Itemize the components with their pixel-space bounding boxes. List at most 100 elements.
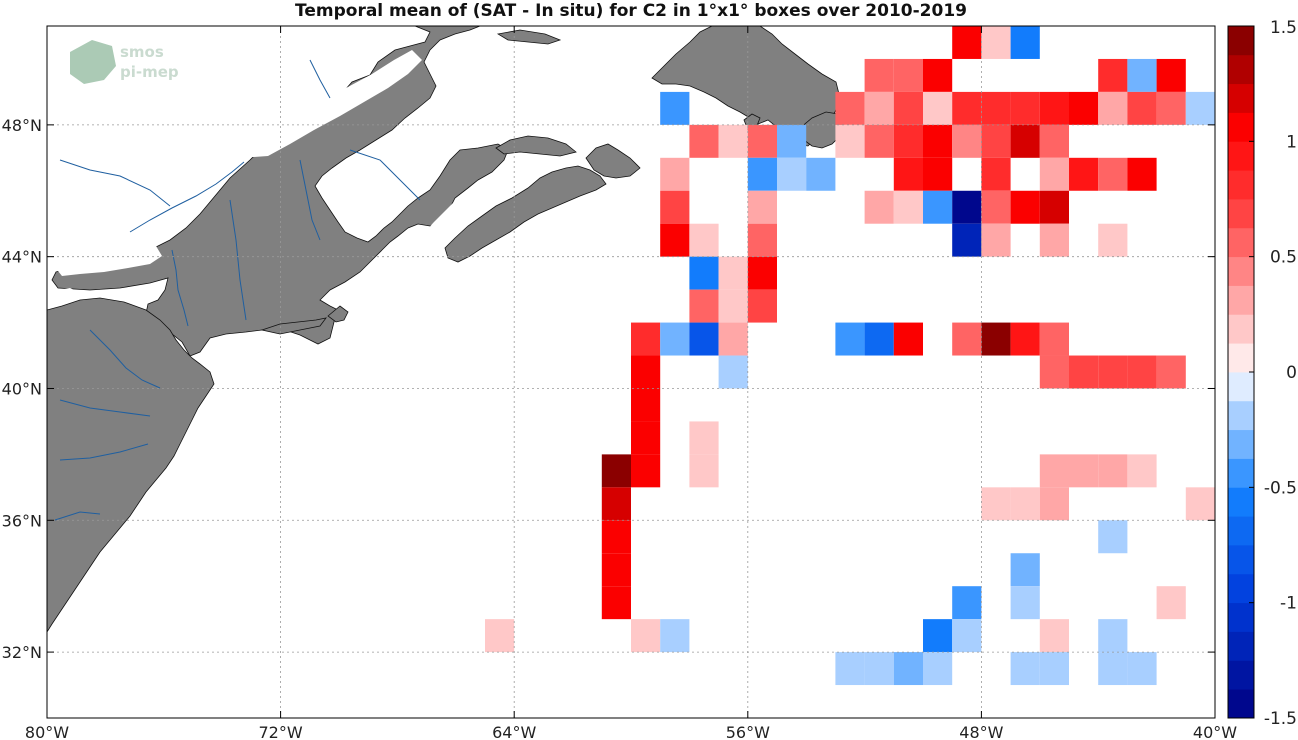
anomaly-cell (718, 322, 748, 356)
colorbar-swatch (1228, 54, 1254, 85)
anomaly-cell (747, 190, 777, 224)
anomaly-cell (718, 355, 748, 389)
susquehanna-river (89, 329, 161, 389)
cape-cod (327, 305, 349, 323)
cape-breton (585, 143, 641, 179)
lon-tick-label: 72°W (259, 723, 303, 740)
st-lawrence-river (129, 161, 245, 233)
anomaly-cell (864, 190, 894, 224)
anomaly-cell (601, 520, 631, 554)
anomaly-cell (1010, 26, 1040, 59)
anomaly-cell (631, 322, 661, 356)
colorbar-label: -1.5 (1264, 709, 1297, 729)
anomaly-cell (1127, 355, 1157, 389)
lon-tick-label: 80°W (25, 723, 69, 740)
colorbar-swatch (1228, 631, 1254, 661)
anomaly-cell (835, 124, 865, 158)
logo-line2: pi-mep (120, 63, 179, 81)
lat-tick-label: 36°N (2, 511, 42, 530)
anomaly-cell (981, 223, 1011, 257)
anomaly-cell (660, 619, 690, 653)
anomaly-cell (1039, 454, 1069, 488)
anomaly-cell (1039, 124, 1069, 158)
anomaly-cell (923, 190, 953, 224)
anomaly-cell (981, 190, 1011, 224)
anomaly-cell (1098, 223, 1128, 257)
map-frame (46, 25, 1216, 719)
anomaly-cell (1010, 322, 1040, 356)
anomaly-cell (1185, 487, 1215, 521)
colorbar-swatch (1228, 227, 1254, 258)
prince-edward-island (495, 135, 577, 157)
anomaly-cell (1039, 91, 1069, 125)
anomaly-cell (747, 223, 777, 257)
anomaly-cell (952, 619, 982, 653)
anomaly-cell (1098, 520, 1128, 554)
anomaly-cell (923, 124, 953, 158)
anomaly-cell (631, 388, 661, 422)
anomaly-cell (893, 322, 923, 356)
anomaly-cell (1069, 157, 1099, 191)
anomaly-cell (747, 124, 777, 158)
lat-tick-label: 40°N (2, 379, 42, 398)
colorbar-swatch (1228, 660, 1254, 690)
anomaly-cell (1010, 124, 1040, 158)
ottawa-river (59, 159, 171, 207)
colorbar-label: -1 (1280, 594, 1297, 614)
anomaly-cell (952, 223, 982, 257)
anomaly-cell (1069, 355, 1099, 389)
rivers (54, 59, 421, 521)
colorbar-label: -0.5 (1264, 478, 1297, 498)
saguenay-river (309, 59, 331, 99)
anomaly-cell (864, 322, 894, 356)
saint-john-river (349, 149, 421, 201)
anomaly-cell (689, 256, 719, 290)
land-masses (47, 26, 845, 357)
anomaly-cell (660, 190, 690, 224)
lat-tick-label: 48°N (2, 116, 42, 135)
colorbar-swatch (1228, 256, 1254, 286)
roanoke-river (54, 511, 101, 521)
anomaly-cell (689, 322, 719, 356)
colorbar-swatch (1228, 573, 1254, 604)
anomaly-cell (1098, 157, 1128, 191)
anomaly-cell (835, 652, 865, 686)
anomaly-cell (631, 454, 661, 488)
anomaly-cell (689, 223, 719, 257)
anomaly-cell (660, 322, 690, 356)
anomaly-cell (718, 256, 748, 290)
colorbar-label: 1.5 (1270, 18, 1297, 38)
logo-line1: smos (120, 43, 164, 61)
anomaly-cell (1127, 652, 1157, 686)
anomaly-cell (1039, 487, 1069, 521)
anomaly-cell (1098, 619, 1128, 653)
anomaly-cell (952, 91, 982, 125)
anomaly-cell (1039, 190, 1069, 224)
anomaly-cell (660, 157, 690, 191)
anomaly-cell (1010, 553, 1040, 587)
anomaly-cell (893, 124, 923, 158)
anomaly-cell (1127, 58, 1157, 92)
colorbar-swatch (1228, 170, 1254, 200)
bay-of-fundy (430, 182, 486, 226)
anomaly-cell (631, 421, 661, 455)
anomaly-cell (981, 487, 1011, 521)
anomaly-cell (893, 190, 923, 224)
anomaly-cell (485, 619, 515, 653)
anomaly-cell (1010, 487, 1040, 521)
anomaly-cell (1185, 91, 1215, 125)
lake-ontario (54, 242, 162, 276)
gridlines (47, 26, 1215, 718)
anomaly-cell (1010, 586, 1040, 620)
anomaly-cell (1098, 58, 1128, 92)
anomaly-cell (1127, 454, 1157, 488)
anomaly-cell (689, 289, 719, 323)
st-lawrence-estuary (240, 50, 422, 158)
anomaly-cell (777, 157, 807, 191)
smos-pimep-logo: smos pi-mep (70, 40, 179, 84)
long-island (260, 317, 327, 335)
anomaly-cell (981, 157, 1011, 191)
anomaly-cell (952, 322, 982, 356)
colorbar-swatch (1228, 141, 1254, 171)
